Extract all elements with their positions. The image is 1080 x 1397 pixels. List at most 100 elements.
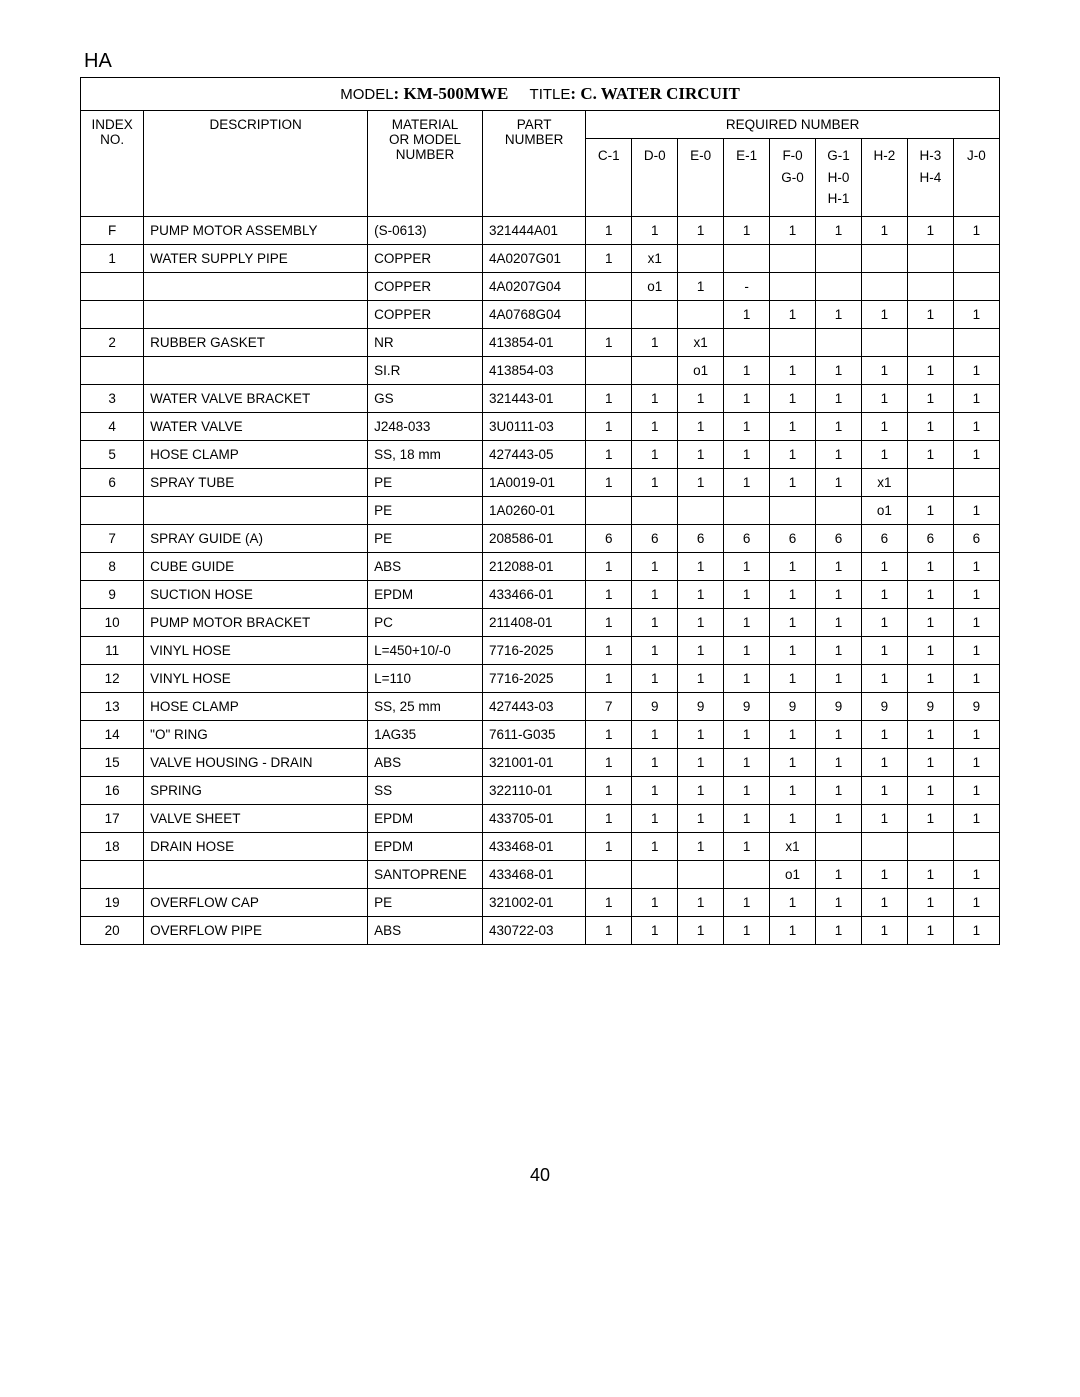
- cell-qty: 1: [586, 776, 632, 804]
- cell-qty: 1: [816, 748, 862, 776]
- cell-part: 321443-01: [482, 384, 585, 412]
- cell-qty: [907, 328, 953, 356]
- cell-qty: 6: [816, 524, 862, 552]
- cell-qty: [907, 468, 953, 496]
- cell-index: 10: [81, 608, 144, 636]
- cell-qty: 1: [770, 300, 816, 328]
- cell-description: SPRAY TUBE: [144, 468, 368, 496]
- hdr-material: MATERIALOR MODELNUMBER: [368, 111, 483, 217]
- table-row: 10PUMP MOTOR BRACKETPC211408-01111111111: [81, 608, 1000, 636]
- cell-qty: 9: [678, 692, 724, 720]
- cell-qty: [816, 328, 862, 356]
- cell-qty: [770, 244, 816, 272]
- table-row: 13HOSE CLAMPSS, 25 mm427443-03799999999: [81, 692, 1000, 720]
- table-row: 2RUBBER GASKETNR413854-0111x1: [81, 328, 1000, 356]
- cell-description: RUBBER GASKET: [144, 328, 368, 356]
- cell-index: [81, 356, 144, 384]
- cell-qty: 1: [632, 216, 678, 244]
- cell-index: [81, 272, 144, 300]
- cell-qty: 1: [586, 552, 632, 580]
- cell-index: 6: [81, 468, 144, 496]
- cell-qty: 1: [953, 804, 999, 832]
- table-row: 12VINYL HOSEL=1107716-2025111111111: [81, 664, 1000, 692]
- cell-material: PE: [368, 496, 483, 524]
- cell-qty: [678, 860, 724, 888]
- cell-index: 14: [81, 720, 144, 748]
- cell-qty: 9: [953, 692, 999, 720]
- cell-qty: [770, 328, 816, 356]
- cell-description: VINYL HOSE: [144, 636, 368, 664]
- cell-qty: 1: [907, 636, 953, 664]
- cell-qty: 1: [907, 412, 953, 440]
- cell-part: 413854-01: [482, 328, 585, 356]
- cell-qty: [816, 832, 862, 860]
- table-row: 3WATER VALVE BRACKETGS321443-01111111111: [81, 384, 1000, 412]
- cell-material: COPPER: [368, 300, 483, 328]
- cell-qty: 1: [907, 384, 953, 412]
- cell-qty: 1: [953, 384, 999, 412]
- cell-qty: 1: [861, 748, 907, 776]
- cell-qty: 1: [816, 300, 862, 328]
- cell-qty: [907, 272, 953, 300]
- table-row: FPUMP MOTOR ASSEMBLY(S-0613)321444A01111…: [81, 216, 1000, 244]
- cell-qty: x1: [861, 468, 907, 496]
- cell-qty: [632, 300, 678, 328]
- cell-qty: 1: [678, 440, 724, 468]
- cell-qty: [953, 244, 999, 272]
- cell-qty: o1: [632, 272, 678, 300]
- cell-qty: 1: [907, 804, 953, 832]
- title-row: MODEL: KM-500MWE TITLE: C. WATER CIRCUIT: [81, 78, 1000, 111]
- cell-qty: 1: [907, 860, 953, 888]
- cell-qty: 1: [816, 916, 862, 944]
- cell-qty: 1: [586, 916, 632, 944]
- cell-qty: 1: [586, 636, 632, 664]
- cell-description: PUMP MOTOR ASSEMBLY: [144, 216, 368, 244]
- qty-col-label: H-3: [912, 145, 949, 167]
- cell-qty: 1: [586, 440, 632, 468]
- cell-material: PE: [368, 524, 483, 552]
- cell-qty: 9: [632, 692, 678, 720]
- cell-qty: 9: [861, 692, 907, 720]
- cell-qty: 1: [586, 244, 632, 272]
- cell-qty: 1: [861, 300, 907, 328]
- cell-qty: 1: [953, 300, 999, 328]
- table-row: 6SPRAY TUBEPE1A0019-01111111x1: [81, 468, 1000, 496]
- table-row: 20OVERFLOW PIPEABS430722-03111111111: [81, 916, 1000, 944]
- cell-description: WATER VALVE: [144, 412, 368, 440]
- cell-qty: 1: [678, 468, 724, 496]
- cell-qty: [724, 244, 770, 272]
- qty-col-0: C-1: [586, 139, 632, 217]
- cell-qty: 1: [907, 608, 953, 636]
- cell-material: PE: [368, 468, 483, 496]
- cell-qty: 1: [816, 888, 862, 916]
- cell-qty: 6: [678, 524, 724, 552]
- cell-part: 7611-G035: [482, 720, 585, 748]
- cell-index: 3: [81, 384, 144, 412]
- table-row: SI.R413854-03o1111111: [81, 356, 1000, 384]
- cell-qty: 6: [724, 524, 770, 552]
- cell-material: NR: [368, 328, 483, 356]
- cell-qty: 1: [953, 552, 999, 580]
- cell-part: 321444A01: [482, 216, 585, 244]
- cell-qty: 1: [678, 636, 724, 664]
- cell-qty: 1: [678, 720, 724, 748]
- cell-qty: 1: [861, 860, 907, 888]
- cell-part: 211408-01: [482, 608, 585, 636]
- cell-qty: 1: [861, 776, 907, 804]
- qty-col-label: H-1: [820, 188, 857, 210]
- cell-qty: [861, 832, 907, 860]
- cell-qty: 1: [678, 832, 724, 860]
- cell-index: 20: [81, 916, 144, 944]
- cell-qty: 1: [907, 776, 953, 804]
- cell-qty: 1: [953, 888, 999, 916]
- cell-index: [81, 496, 144, 524]
- table-row: 4WATER VALVEJ248-0333U0111-03111111111: [81, 412, 1000, 440]
- cell-qty: 1: [907, 356, 953, 384]
- cell-qty: 1: [953, 748, 999, 776]
- cell-qty: 1: [861, 916, 907, 944]
- cell-qty: 1: [907, 440, 953, 468]
- table-row: 19OVERFLOW CAPPE321002-01111111111: [81, 888, 1000, 916]
- cell-material: (S-0613): [368, 216, 483, 244]
- cell-material: GS: [368, 384, 483, 412]
- table-row: COPPER4A0768G04111111: [81, 300, 1000, 328]
